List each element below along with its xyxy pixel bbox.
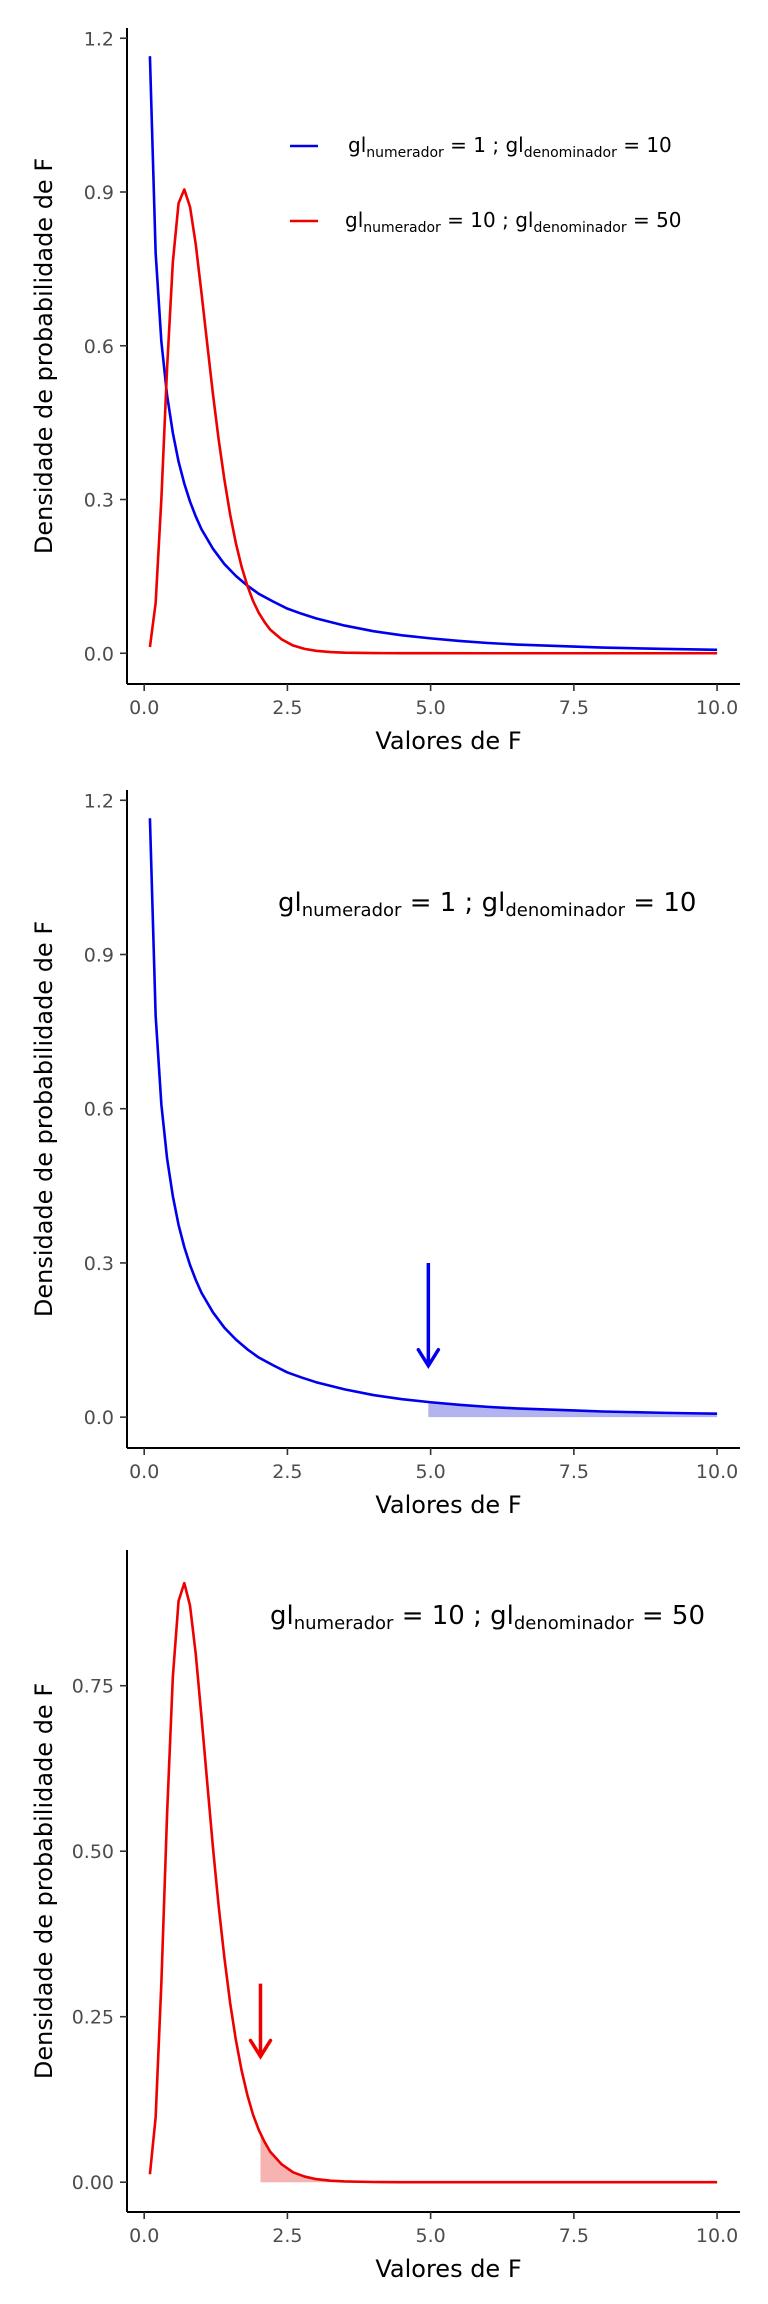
x-tick-label: 5.0 (416, 697, 446, 719)
chart-panel-1: 0.0 2.5 5.0 7.5 10.0 0.0 0.3 0.6 0.9 1.2 Valores d… (30, 28, 740, 755)
x-tick-label: 5.0 (416, 1461, 446, 1483)
legend-label-red-gl: gl (345, 208, 363, 232)
series-line-red (148, 1581, 718, 2184)
y-tick-label: 0.3 (84, 1253, 114, 1275)
shaded-tail-area (260, 2133, 718, 2183)
x-tick-label: 0.0 (129, 697, 159, 719)
x-tick-label: 10.0 (696, 2225, 738, 2247)
panel-annotation: glnumerador = 1 ; gldenominador = 10 (278, 888, 696, 921)
legend-label-red-sub2: denominador (533, 220, 626, 236)
legend-label-blue: glnumerador = 1 ; gldenominador = 10 (348, 133, 672, 161)
y-axis-title: Densidade de probabilidade de F (30, 158, 58, 554)
panel-annotation-end: = 50 (634, 1601, 705, 1631)
y-tick-label: 0.6 (84, 1099, 114, 1121)
y-tick-label: 0.6 (84, 336, 114, 358)
x-axis-title: Valores de F (375, 2255, 521, 2283)
y-tick-label: 0.0 (84, 643, 114, 665)
x-tick-label: 5.0 (416, 2225, 446, 2247)
y-tick-label: 0.75 (72, 1676, 114, 1698)
x-tick-label: 7.5 (559, 2225, 589, 2247)
legend-label-red: glnumerador = 10 ; gldenominador = 50 (345, 208, 682, 236)
x-tick-label: 0.0 (129, 1461, 159, 1483)
y-tick-label: 0.9 (84, 182, 114, 204)
y-tick-label: 0.3 (84, 490, 114, 512)
panel-annotation-sub1: numerador (294, 1613, 394, 1634)
x-tick-label: 2.5 (272, 2225, 302, 2247)
panel-annotation: glnumerador = 10 ; gldenominador = 50 (270, 1601, 705, 1634)
chart-panel-2: 0.0 2.5 5.0 7.5 10.0 0.0 0.3 0.6 0.9 1.2 Valores d… (30, 790, 740, 1519)
x-tick-label: 2.5 (272, 1461, 302, 1483)
legend-label-red-mid: = 10 ; gl (441, 208, 534, 232)
legend-label-blue-sub2: denominador (524, 145, 617, 161)
panel-annotation-sub2: denominador (514, 1613, 634, 1634)
panel-annotation-mid: = 10 ; gl (393, 1601, 513, 1631)
y-tick-label: 0.00 (72, 2172, 114, 2194)
series-line-blue (148, 56, 718, 652)
legend-label-blue-gl: gl (348, 133, 366, 157)
chart-panel-3: 0.0 2.5 5.0 7.5 10.0 0.00 0.25 0.50 0.75 Valores … (30, 1550, 740, 2283)
panel-annotation-mid: = 1 ; gl (401, 888, 505, 918)
legend-label-red-end: = 50 (627, 208, 682, 232)
panel-annotation-end: = 10 (625, 888, 696, 918)
series-line-red (148, 188, 718, 655)
y-tick-label: 0.0 (84, 1407, 114, 1429)
x-tick-label: 2.5 (272, 697, 302, 719)
x-tick-label: 7.5 (559, 1461, 589, 1483)
y-tick-label: 1.2 (84, 790, 114, 812)
panel-annotation-sub2: denominador (505, 900, 625, 921)
x-axis-title: Valores de F (375, 1491, 521, 1519)
x-tick-label: 0.0 (129, 2225, 159, 2247)
legend-label-red-sub1: numerador (363, 220, 441, 236)
y-tick-label: 1.2 (84, 28, 114, 50)
x-tick-label: 10.0 (696, 1461, 738, 1483)
series-line-blue (148, 818, 718, 1416)
y-axis-title: Densidade de probabilidade de F (30, 1683, 58, 2079)
x-tick-label: 7.5 (559, 697, 589, 719)
legend-label-blue-sub1: numerador (366, 145, 444, 161)
panel-annotation-sub1: numerador (302, 900, 402, 921)
y-tick-label: 0.9 (84, 945, 114, 967)
x-tick-label: 10.0 (696, 697, 738, 719)
legend-label-blue-mid: = 1 ; gl (444, 133, 524, 157)
x-axis-title: Valores de F (375, 727, 521, 755)
panel-annotation-gl: gl (278, 888, 302, 918)
arrow-head (248, 2038, 273, 2060)
y-tick-label: 0.50 (72, 1841, 114, 1863)
legend-label-blue-end: = 10 (617, 133, 672, 157)
arrow-head (416, 1348, 441, 1370)
panel-annotation-gl: gl (270, 1601, 294, 1631)
y-axis-title: Densidade de probabilidade de F (30, 921, 58, 1317)
y-tick-label: 0.25 (72, 2007, 114, 2029)
